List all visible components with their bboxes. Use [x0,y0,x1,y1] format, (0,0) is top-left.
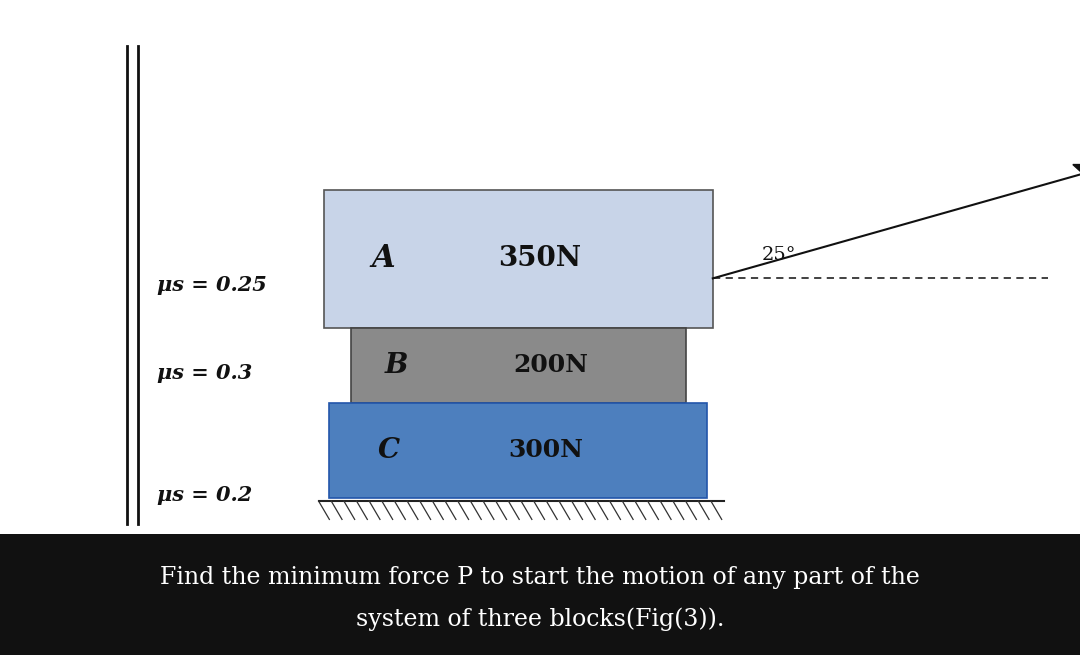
Bar [351,328,686,403]
Text: C: C [378,437,400,464]
Text: μs = 0.25: μs = 0.25 [157,275,267,295]
Bar [329,403,707,498]
Text: system of three blocks(Fig(3)).: system of three blocks(Fig(3)). [355,607,725,631]
Text: 25°: 25° [761,246,796,264]
Text: B: B [384,352,408,379]
Bar [0,534,1080,655]
Text: μs = 0.2: μs = 0.2 [157,485,252,504]
Text: 350N: 350N [499,245,581,272]
Text: 300N: 300N [508,438,583,462]
Text: 200N: 200N [513,353,589,377]
Polygon shape [1072,164,1080,176]
Text: Find the minimum force P to start the motion of any part of the: Find the minimum force P to start the mo… [160,566,920,590]
Text: μs = 0.3: μs = 0.3 [157,364,252,383]
Text: A: A [372,243,395,274]
Bar [324,190,713,328]
